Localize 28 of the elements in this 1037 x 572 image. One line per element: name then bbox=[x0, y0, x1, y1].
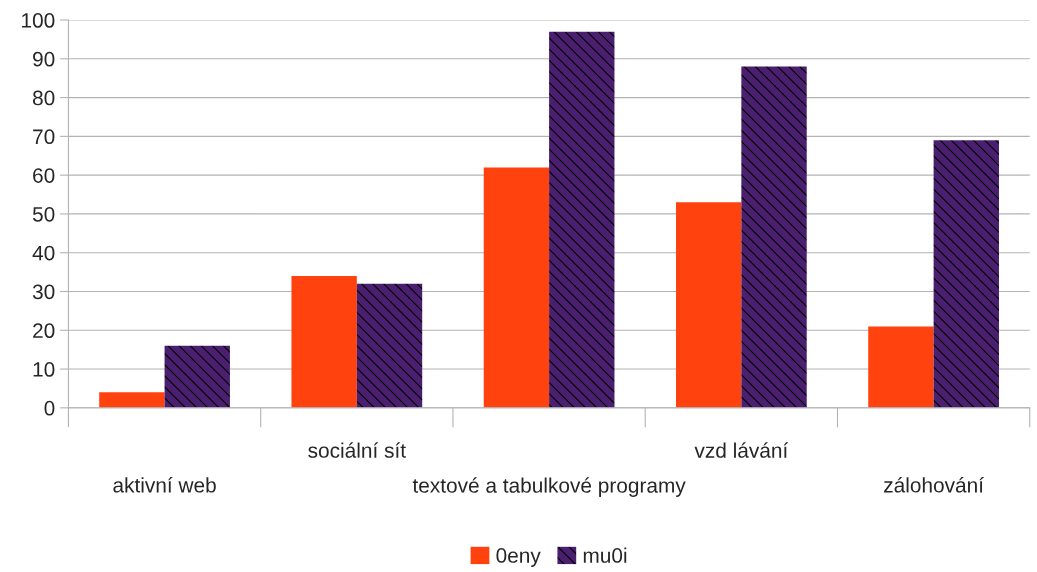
legend-label: 0eny bbox=[496, 548, 541, 567]
bar bbox=[675, 202, 742, 408]
legend-label: mu0i bbox=[583, 547, 627, 563]
bar bbox=[741, 66, 807, 408]
bar bbox=[868, 326, 934, 408]
y-tick-label: 100 bbox=[22, 13, 55, 28]
y-tick-label: 90 bbox=[33, 51, 55, 67]
y-tick-label: 70 bbox=[33, 129, 55, 145]
y-tick-label: 10 bbox=[33, 362, 55, 377]
y-tick-label: 40 bbox=[32, 245, 55, 261]
bar bbox=[933, 140, 999, 408]
x-tick-label: sociální sít bbox=[308, 442, 406, 458]
bar bbox=[164, 345, 230, 408]
x-tick-label: zálohování bbox=[884, 477, 984, 493]
x-tick-label: aktivní web bbox=[113, 477, 216, 493]
y-tick-label: 30 bbox=[32, 284, 55, 300]
y-tick-label: 20 bbox=[33, 323, 55, 339]
x-tick-label: vzd lávání bbox=[694, 442, 789, 458]
bar bbox=[291, 275, 357, 408]
y-tick-label: 60 bbox=[33, 168, 55, 183]
bar bbox=[549, 31, 615, 408]
bar bbox=[99, 392, 165, 408]
bar bbox=[356, 283, 423, 408]
x-tick-label: textové a tabulkové programy bbox=[412, 477, 686, 497]
bar bbox=[483, 167, 550, 408]
y-tick-label: 50 bbox=[32, 206, 55, 222]
y-tick-label: 80 bbox=[32, 90, 55, 106]
y-tick-label: 0 bbox=[44, 400, 55, 416]
